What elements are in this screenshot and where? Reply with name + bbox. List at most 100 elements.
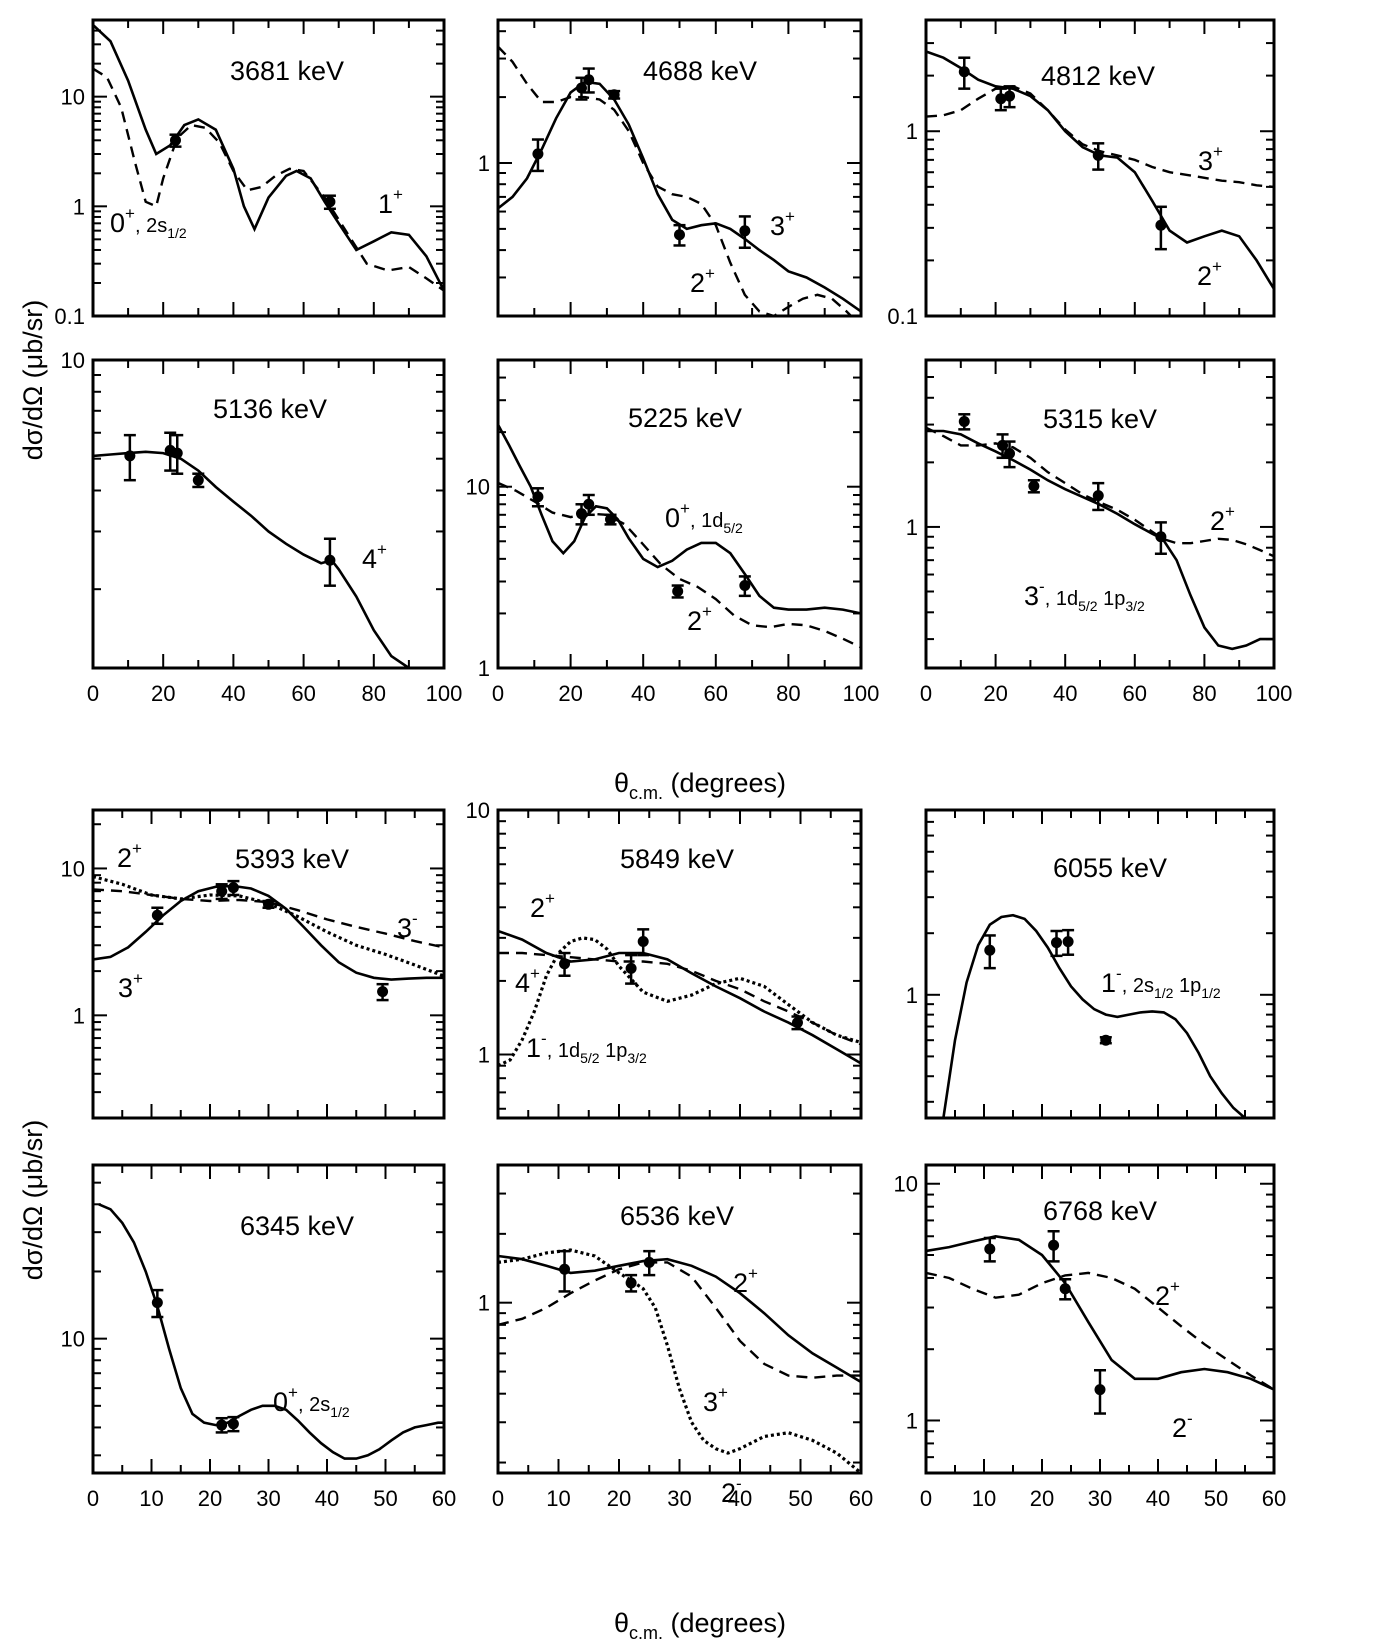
series-solid-line: [926, 1234, 1274, 1391]
data-point: [674, 229, 685, 241]
data-point: [151, 909, 163, 921]
x-tick-label: 40: [1146, 1486, 1170, 1511]
y-tick-label: 10: [61, 1327, 85, 1352]
data-point: [1059, 1283, 1071, 1295]
y-tick-label: 1: [73, 1003, 85, 1028]
data-point: [559, 958, 571, 970]
data-point: [739, 580, 751, 592]
series-dotted-line: [498, 1248, 861, 1473]
x-tick-label: 60: [1262, 1486, 1286, 1511]
state-label: 3+: [118, 969, 143, 1003]
y-tick-label: 1: [906, 983, 918, 1008]
series-dashed-line: [498, 481, 861, 649]
y-axis-label-top: dσ/dΩ (μb/sr): [18, 300, 48, 460]
data-point: [643, 1256, 655, 1268]
y-tick-label: 0.1: [54, 304, 85, 329]
state-label: 4+: [515, 964, 540, 998]
state-label: 1-, 1d5/2 1p3/2: [526, 1029, 647, 1066]
series-dotted-line: [498, 936, 861, 1068]
y-tick-label: 1: [478, 656, 490, 681]
panel-title: 6345 keV: [240, 1211, 354, 1241]
panel-6: 1 10 5393 keV 2+ 3- 3+: [61, 808, 446, 1120]
x-tick-label: 100: [426, 681, 463, 706]
panel-8: 1 6055 keV 1-, 2s1/2 1p1/2: [906, 808, 1276, 1120]
panel-title: 5393 keV: [235, 844, 349, 874]
y-tick-label: 1: [478, 1291, 490, 1316]
x-tick-label: 0: [87, 1486, 99, 1511]
panel-title: 5849 keV: [620, 844, 734, 874]
data-point: [1051, 937, 1062, 949]
series-dashed-line: [926, 426, 1274, 558]
panel-5: 1 0 20 40 60 80 100 5315 keV 2+ 3-, 1d5/2 1p3/2: [906, 358, 1292, 706]
data-point: [1062, 936, 1074, 948]
x-tick-label: 40: [221, 681, 245, 706]
x-tick-label: 0: [920, 1486, 932, 1511]
x-tick-label: 10: [139, 1486, 163, 1511]
state-label: 2-: [1172, 1409, 1193, 1443]
state-label: 2+: [1155, 1277, 1180, 1311]
x-tick-label: 20: [983, 681, 1007, 706]
data-point: [575, 508, 587, 520]
x-tick-label: 60: [432, 1486, 456, 1511]
x-tick-label: 30: [667, 1486, 691, 1511]
x-tick-label: 60: [849, 1486, 873, 1511]
data-point: [1100, 1034, 1112, 1046]
plot-frame: [924, 358, 1276, 670]
data-point: [216, 1419, 228, 1431]
y-tick-label: 10: [466, 475, 490, 500]
data-point: [227, 1418, 239, 1430]
data-point: [1004, 90, 1016, 102]
panel-title: 3681 keV: [230, 56, 344, 86]
data-point: [559, 1263, 571, 1275]
y-tick-label: 1: [906, 1408, 918, 1433]
state-label: 2+: [687, 602, 712, 636]
y-tick-label: 1: [906, 119, 918, 144]
y-tick-label: 1: [478, 1043, 490, 1068]
data-point: [532, 491, 544, 503]
y-tick-label: 1: [478, 151, 490, 176]
x-tick-label: 80: [1192, 681, 1216, 706]
panel-title: 6768 keV: [1043, 1196, 1157, 1226]
state-label: 3-, 1d5/2 1p3/2: [1024, 577, 1145, 614]
data-point: [1028, 480, 1040, 492]
y-tick-label: 10: [894, 1172, 918, 1197]
x-tick-label: 60: [1123, 681, 1147, 706]
data-point: [169, 134, 181, 146]
x-axis-label-top: θc.m. (degrees): [614, 768, 786, 803]
x-tick-label: 20: [198, 1486, 222, 1511]
data-point: [227, 882, 239, 894]
y-tick-label: 10: [61, 856, 85, 881]
x-tick-label: 10: [972, 1486, 996, 1511]
data-point: [995, 93, 1007, 105]
state-label: 3+: [703, 1383, 728, 1417]
x-tick-label: 80: [776, 681, 800, 706]
series-dashed-line: [93, 67, 444, 292]
series-dashed-line: [926, 85, 1274, 189]
panel-title: 5315 keV: [1043, 404, 1157, 434]
data-point: [958, 416, 970, 428]
x-tick-label: 100: [843, 681, 880, 706]
panel-title: 6536 keV: [620, 1201, 734, 1231]
state-label: 1+: [378, 185, 403, 219]
data-point: [1048, 1239, 1060, 1251]
data-point: [377, 986, 389, 998]
data-point: [532, 148, 544, 160]
series-dashed-line: [498, 1261, 861, 1379]
data-point: [1155, 219, 1167, 231]
panel-2: 0.1 1 4812 keV 3+ 2+: [887, 18, 1276, 329]
plot-frame: [496, 18, 863, 318]
x-tick-label: 20: [607, 1486, 631, 1511]
x-tick-label: 20: [558, 681, 582, 706]
x-axis-label-bottom: θc.m. (degrees): [614, 1608, 786, 1643]
data-point: [124, 450, 136, 462]
plot-frame: [91, 18, 446, 318]
x-tick-label: 40: [631, 681, 655, 706]
state-label: 2-: [721, 1474, 742, 1508]
series-solid-line: [942, 913, 1250, 1118]
x-tick-label: 0: [492, 1486, 504, 1511]
data-point: [625, 1277, 637, 1289]
state-label: 0+, 2s1/2: [110, 204, 187, 241]
